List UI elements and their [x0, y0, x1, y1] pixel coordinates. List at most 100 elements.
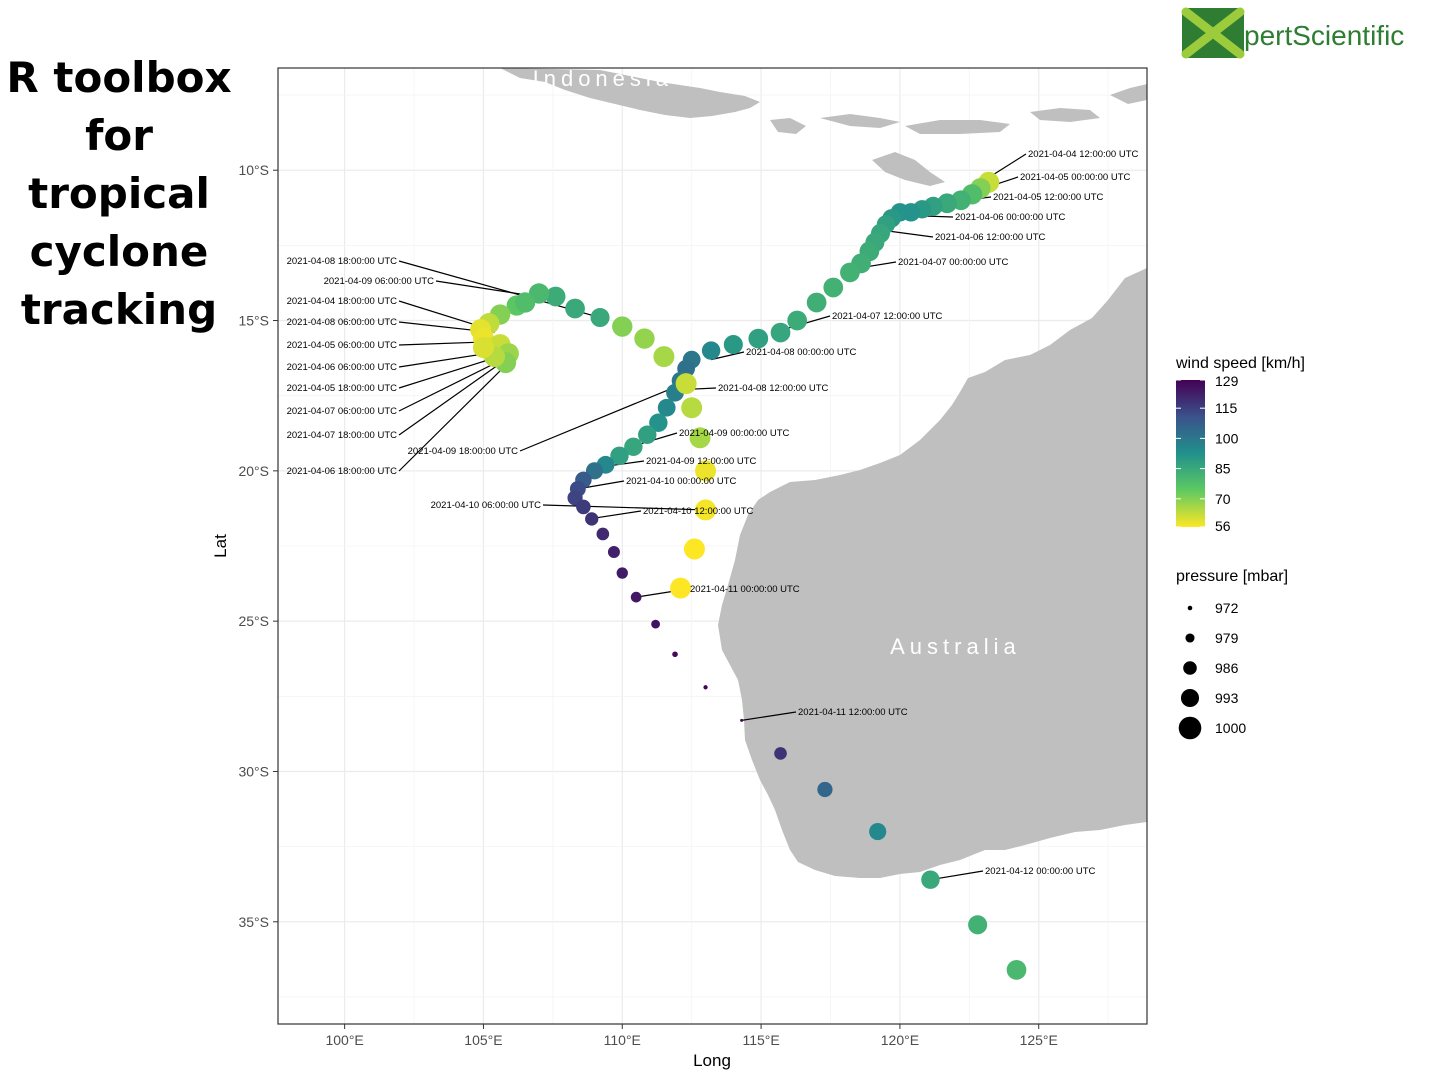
annotation-leader: [710, 351, 745, 361]
legend-colorbar: [1176, 380, 1205, 527]
track-point: [689, 427, 711, 449]
track-point: [787, 310, 808, 331]
track-point: [774, 747, 787, 760]
legend-wind-title: wind speed [km/h]: [1175, 355, 1305, 372]
x-tick-label-2: 110°E: [604, 1032, 641, 1048]
track-point: [585, 512, 599, 526]
track-point: [638, 425, 657, 444]
x-tick-label-0: 100°E: [325, 1032, 363, 1048]
annotation-label: 2021-04-06 00:00:00 UTC: [955, 212, 1066, 223]
track-point: [610, 446, 629, 466]
track-point: [703, 685, 708, 690]
x-tick-label-3: 115°E: [742, 1032, 779, 1048]
track-point: [723, 335, 743, 355]
annotation-label: 2021-04-08 18:00:00 UTC: [287, 256, 398, 267]
x-axis-title: Long: [693, 1051, 731, 1070]
axes: 100°E 105°E 110°E 115°E 120°E 125°E 10°S 15°S 20…: [238, 162, 1057, 1048]
indonesia-landmass: [500, 68, 760, 118]
track-point: [565, 298, 585, 319]
title-line-3: tropical: [28, 169, 210, 218]
track-point: [968, 915, 988, 935]
track-point: [748, 328, 769, 349]
annotation-leader: [398, 359, 507, 436]
annotation-label: 2021-04-07 00:00:00 UTC: [898, 257, 1009, 268]
annotation-label: 2021-04-10 00:00:00 UTC: [626, 476, 737, 487]
size-legend-label: 972: [1215, 600, 1239, 616]
island-2: [820, 114, 900, 128]
track-point: [869, 823, 887, 841]
track-point: [616, 567, 628, 579]
track-point: [545, 286, 566, 307]
size-legend-label: 979: [1215, 630, 1239, 646]
x-tick-label-1: 105°E: [464, 1032, 502, 1048]
annotation-label: 2021-04-06 18:00:00 UTC: [287, 466, 398, 477]
track-point: [472, 337, 494, 359]
y-axis-title: Lat: [211, 534, 230, 558]
annotation-label: 2021-04-05 12:00:00 UTC: [993, 192, 1104, 203]
colorbar-label: 115: [1215, 400, 1238, 416]
legend-pressure: pressure [mbar] 972 979 986 993 1000: [1176, 568, 1288, 740]
track-point: [681, 397, 703, 419]
colorbar-label: 85: [1215, 461, 1231, 477]
track-point: [657, 398, 676, 417]
annotation-label: 2021-04-09 00:00:00 UTC: [679, 428, 790, 439]
size-legend-label: 1000: [1215, 720, 1246, 736]
logo-x-shape-icon: [1181, 7, 1245, 59]
colorbar-label: 100: [1215, 430, 1239, 446]
title-line-5: tracking: [21, 285, 217, 334]
track-point: [683, 538, 705, 560]
island-1: [770, 118, 806, 134]
australia-landmass: [718, 268, 1147, 878]
track-point: [806, 292, 827, 313]
track-point: [672, 651, 678, 658]
annotation-leader: [398, 300, 481, 328]
island-5: [872, 152, 945, 186]
track-point: [653, 346, 675, 368]
annotation-label: 2021-04-09 18:00:00 UTC: [408, 446, 519, 457]
track-point: [596, 527, 610, 541]
plot-border: [277, 67, 1148, 1025]
track-point: [770, 322, 791, 343]
track-point: [695, 460, 717, 482]
annotation-label: 2021-04-09 12:00:00 UTC: [646, 456, 757, 467]
track-point: [576, 499, 591, 515]
annotation-label: 2021-04-11 12:00:00 UTC: [798, 707, 908, 718]
track-point: [514, 292, 536, 313]
y-tick-label-2: 20°S: [238, 463, 269, 479]
track-point: [624, 437, 643, 457]
y-tick-label-3: 25°S: [238, 613, 269, 629]
annotation-label: 2021-04-11 00:00:00 UTC: [690, 584, 800, 595]
x-tick-label-4: 120°E: [881, 1032, 919, 1048]
track-point: [840, 262, 860, 283]
annotation-label: 2021-04-08 12:00:00 UTC: [718, 383, 829, 394]
colorbar-label: 70: [1215, 491, 1231, 507]
size-legend-dot: [1178, 716, 1202, 740]
annotation-label: 2021-04-06 06:00:00 UTC: [287, 362, 398, 373]
annotation-leader: [542, 504, 706, 511]
annotation-leader: [519, 383, 684, 452]
track-point: [630, 591, 642, 603]
y-tick-label-4: 30°S: [238, 763, 269, 779]
annotation-label: 2021-04-10 06:00:00 UTC: [431, 500, 542, 511]
annotation-labels: 2021-04-04 12:00:00 UTC 2021-04-05 00:00:…: [287, 149, 1139, 877]
annotation-label: 2021-04-10 12:00:00 UTC: [643, 506, 754, 517]
track-points: [470, 171, 1027, 980]
title-line-2: for: [85, 111, 153, 160]
annotation-label: 2021-04-04 18:00:00 UTC: [287, 296, 398, 307]
track-point: [823, 277, 844, 298]
legend-wind-speed: wind speed [km/h] 129 115 100 85 70 56: [1175, 355, 1305, 534]
annotation-label: 2021-04-09 06:00:00 UTC: [324, 276, 435, 287]
island-3: [905, 120, 1010, 134]
track-point: [607, 546, 620, 559]
annotation-leader: [741, 711, 797, 721]
track-point: [921, 870, 940, 889]
track-point: [590, 307, 610, 328]
track-point: [817, 781, 833, 798]
title-line-1: R toolbox: [6, 53, 231, 102]
legend-pressure-title: pressure [mbar]: [1176, 568, 1288, 585]
annotation-label: 2021-04-05 00:00:00 UTC: [1020, 172, 1131, 183]
annotation-label: 2021-04-05 18:00:00 UTC: [287, 383, 398, 394]
annotation-leader: [398, 362, 509, 472]
annotation-label: 2021-04-04 12:00:00 UTC: [1028, 149, 1139, 160]
